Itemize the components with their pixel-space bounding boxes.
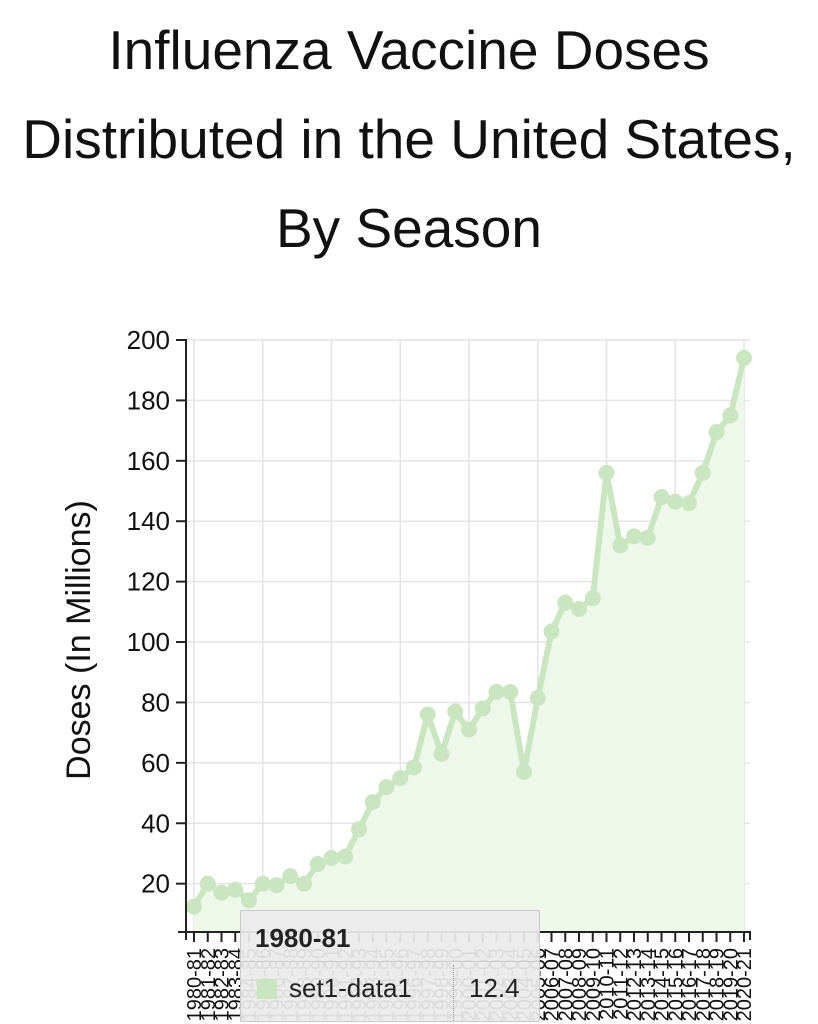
- data-point-1984-85: [241, 892, 257, 909]
- tooltip-series-swatch: [257, 979, 277, 999]
- x-tick-label-2015-16: 2015-16: [665, 948, 687, 1021]
- x-tick-label-1982-83: 1982-83: [212, 948, 234, 1021]
- data-point-2011-12: [612, 537, 629, 554]
- x-tick-label-2012-13: 2012-13: [624, 948, 646, 1021]
- data-point-1983-84: [227, 881, 244, 898]
- y-tick-label-40: 40: [141, 808, 170, 838]
- data-point-1982-83: [213, 884, 230, 901]
- data-point-1997-98: [419, 706, 436, 723]
- tooltip-divider: [241, 961, 539, 962]
- y-tick-label-160: 160: [127, 446, 170, 476]
- x-tick-label-2016-17: 2016-17: [679, 948, 701, 1021]
- data-point-1987-88: [282, 868, 299, 885]
- tooltip: 1980-81 set1-data1 12.4: [240, 910, 540, 1022]
- data-point-2020-21: [736, 350, 752, 367]
- data-point-2016-17: [681, 495, 697, 512]
- data-point-1992-93: [351, 821, 367, 838]
- data-point-2018-19: [708, 424, 725, 441]
- data-point-2007-08: [557, 594, 574, 611]
- data-point-1999-00: [447, 703, 464, 720]
- area-layer: [194, 358, 744, 932]
- data-point-1993-94: [364, 794, 381, 811]
- data-point-1998-99: [433, 745, 450, 762]
- data-point-1991-92: [337, 848, 354, 865]
- chart-title: Influenza Vaccine Doses Distributed in t…: [22, 19, 796, 259]
- data-point-2019-20: [722, 407, 739, 424]
- points-layer: [186, 350, 752, 915]
- x-tick-label-2017-18: 2017-18: [693, 948, 715, 1021]
- data-point-2003-04: [502, 683, 519, 700]
- data-point-2009-10: [584, 590, 601, 607]
- x-tick-label-2009-10: 2009-10: [583, 948, 605, 1021]
- x-tick-label-2011-12: 2011-12: [610, 948, 632, 1020]
- data-point-2013-14: [639, 529, 656, 546]
- data-point-1995-96: [392, 769, 409, 786]
- data-point-1980-81: [186, 898, 202, 915]
- data-point-1986-87: [268, 877, 285, 894]
- data-point-1988-89: [296, 875, 312, 892]
- x-tick-label-1981-82: 1981-82: [198, 948, 220, 1021]
- series-area: [194, 358, 744, 932]
- data-point-2000-01: [461, 721, 477, 738]
- data-point-1981-82: [199, 875, 216, 892]
- data-point-2015-16: [667, 493, 684, 510]
- x-tick-label-2010-11: 2010-11: [597, 948, 619, 1020]
- data-point-1994-95: [378, 779, 395, 796]
- y-axis-line: [178, 339, 187, 933]
- y-tick-label-100: 100: [127, 627, 170, 657]
- y-axis: 20 40 60 80 100 120 140 160 180 200: [127, 325, 187, 933]
- x-tick-label-2007-08: 2007-08: [555, 948, 577, 1021]
- tooltip-series-name: set1-data1: [289, 973, 412, 1003]
- tooltip-column-divider: [453, 965, 454, 1021]
- y-tick-label-20: 20: [141, 869, 170, 899]
- data-point-2005-06: [529, 689, 546, 706]
- tooltip-category: 1980-81: [255, 923, 351, 953]
- data-point-2010-11: [598, 464, 615, 481]
- data-point-2004-05: [516, 763, 532, 780]
- x-tick-label-2019-20: 2019-20: [720, 948, 742, 1021]
- data-point-1985-86: [254, 875, 271, 892]
- data-point-1989-90: [309, 856, 326, 873]
- data-point-2012-13: [626, 528, 642, 545]
- data-point-2006-07: [543, 623, 560, 640]
- y-axis-label: Doses (In Millions): [60, 500, 98, 780]
- y-tick-label-180: 180: [127, 385, 170, 415]
- x-tick-label-2008-09: 2008-09: [569, 948, 591, 1021]
- x-tick-label-2020-21: 2020-21: [734, 948, 756, 1021]
- data-point-2008-09: [571, 600, 587, 617]
- x-tick-label-2014-15: 2014-15: [652, 948, 674, 1021]
- y-tick-label-80: 80: [141, 687, 170, 717]
- data-point-2002-03: [488, 683, 505, 700]
- data-point-2001-02: [474, 700, 491, 717]
- y-tick-label-60: 60: [141, 748, 170, 778]
- tooltip-value: 12.4: [469, 973, 520, 1003]
- x-tick-label-2018-19: 2018-19: [707, 948, 729, 1021]
- x-tick-label-2006-07: 2006-07: [542, 948, 564, 1021]
- y-tick-label-200: 200: [127, 325, 170, 355]
- data-point-2014-15: [653, 489, 670, 506]
- x-tick-label-2013-14: 2013-14: [638, 948, 660, 1021]
- y-tick-label-120: 120: [127, 567, 170, 597]
- data-point-1990-91: [323, 850, 340, 866]
- data-point-2017-18: [694, 464, 711, 481]
- y-tick-label-140: 140: [127, 506, 170, 536]
- data-point-1996-97: [406, 759, 422, 776]
- x-tick-label-1980-81: 1980-81: [184, 948, 206, 1021]
